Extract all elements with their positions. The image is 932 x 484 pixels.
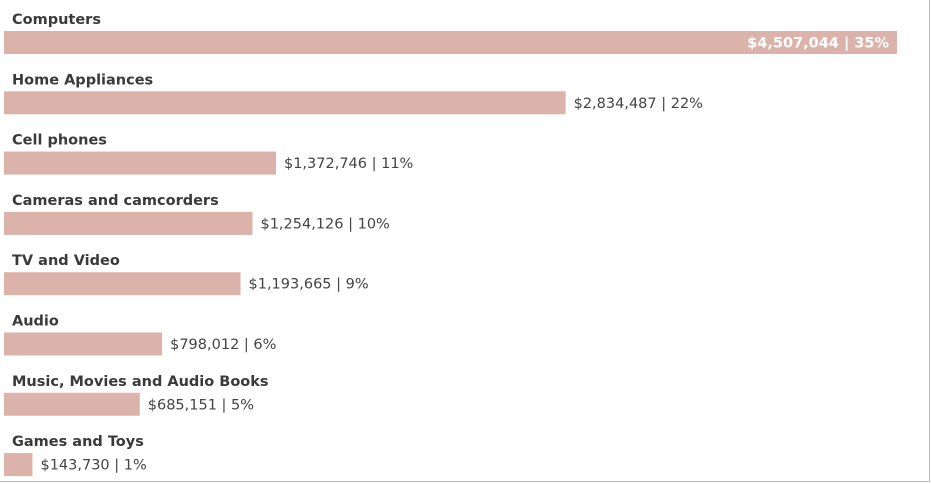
- data-label: $4,507,044 | 35%: [747, 36, 889, 52]
- data-label: $1,254,126 | 10%: [260, 216, 389, 232]
- bar[interactable]: [4, 151, 276, 175]
- bar[interactable]: [4, 211, 253, 235]
- data-label: $143,730 | 1%: [40, 458, 146, 474]
- category-label: Audio: [12, 314, 59, 330]
- bar[interactable]: [4, 91, 566, 115]
- category-label: TV and Video: [12, 253, 120, 269]
- category-label: Computers: [12, 12, 101, 28]
- data-label: $685,151 | 5%: [148, 397, 254, 413]
- category-label: Home Appliances: [12, 72, 153, 88]
- bar[interactable]: [4, 392, 140, 416]
- category-label: Music, Movies and Audio Books: [12, 374, 269, 390]
- bar[interactable]: [4, 31, 897, 54]
- bar[interactable]: [4, 453, 33, 477]
- category-label: Cell phones: [12, 133, 107, 149]
- category-label: Cameras and camcorders: [12, 193, 219, 209]
- data-label: $2,834,487 | 22%: [574, 96, 703, 112]
- data-label: $1,372,746 | 11%: [284, 156, 413, 172]
- data-label: $798,012 | 6%: [170, 337, 276, 353]
- category-label: Games and Toys: [12, 434, 144, 450]
- data-label: $1,193,665 | 9%: [249, 277, 369, 293]
- bar[interactable]: [4, 332, 163, 356]
- bar[interactable]: [4, 272, 241, 296]
